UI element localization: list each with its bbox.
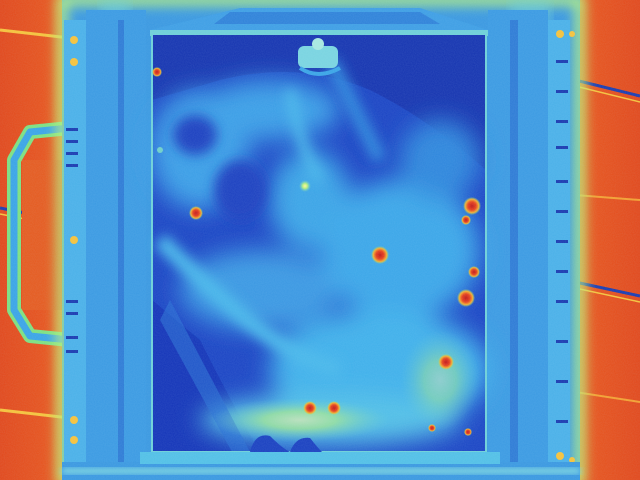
thermal-image-canvas bbox=[0, 0, 640, 480]
thermal-image bbox=[0, 0, 640, 480]
sensor-noise bbox=[0, 0, 640, 480]
